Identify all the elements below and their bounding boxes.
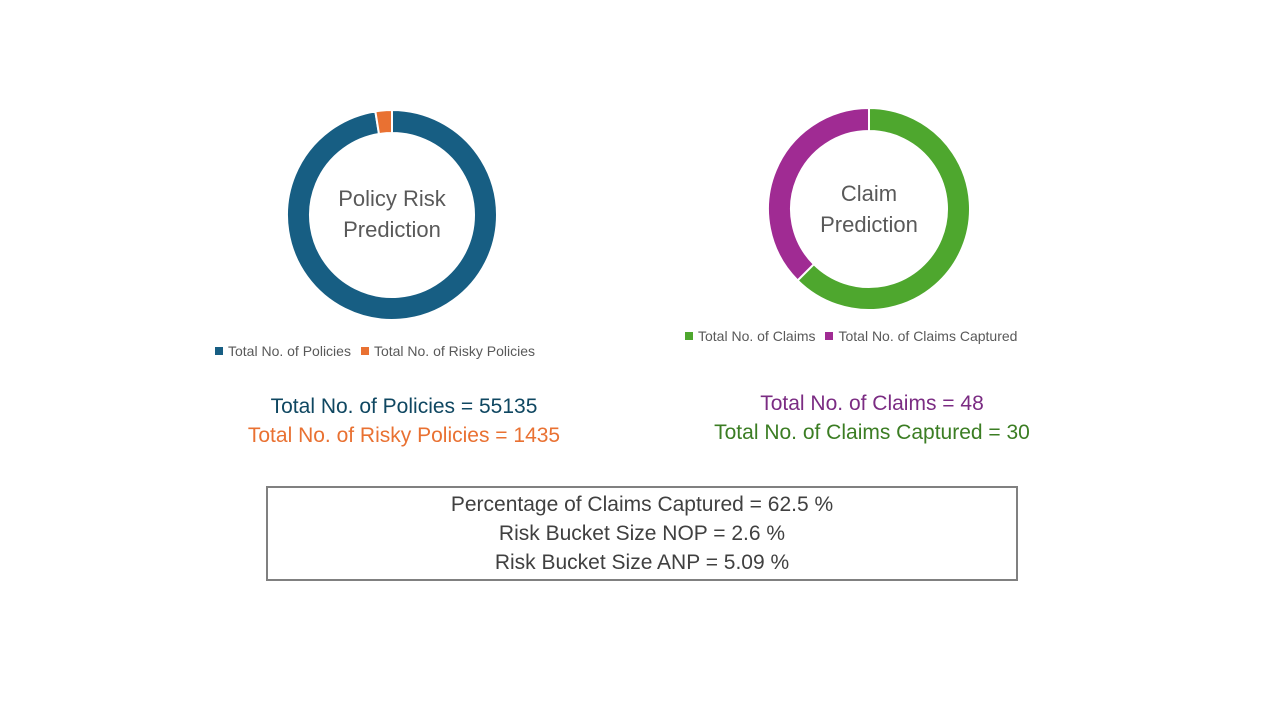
claim-prediction-legend: Total No. of Claims Total No. of Claims … (685, 328, 1017, 344)
total-policies-stat: Total No. of Policies = 55135 (270, 395, 538, 418)
legend-label-total-claims: Total No. of Claims (698, 328, 816, 344)
risky-policies-stat: Total No. of Risky Policies = 1435 (247, 424, 561, 447)
claim-prediction-slice-total-no-of-claims-captured (767, 107, 870, 282)
legend-item-risky-policies: Total No. of Risky Policies (360, 343, 536, 359)
claim-stats: Total No. of Claims = 48 Total No. of Cl… (672, 389, 1072, 447)
risk-bucket-size-anp: Risk Bucket Size ANP = 5.09 % (494, 551, 790, 574)
risk-bucket-size-nop: Risk Bucket Size NOP = 2.6 % (498, 522, 786, 545)
legend-label-total-policies: Total No. of Policies (228, 343, 351, 359)
policy-risk-donut-chart: Policy Risk Prediction (286, 109, 498, 321)
legend-label-risky-policies: Total No. of Risky Policies (373, 343, 536, 359)
claim-prediction-title-text: Claim Prediction (820, 181, 918, 237)
legend-swatch-total-claims (685, 332, 693, 340)
legend-item-total-claims: Total No. of Claims (685, 328, 815, 344)
policy-risk-donut-svg (286, 109, 498, 321)
total-claims-stat: Total No. of Claims = 48 (760, 392, 984, 415)
claims-captured-stat: Total No. of Claims Captured = 30 (714, 421, 1030, 444)
claim-prediction-chart-title: Claim Prediction (794, 178, 944, 240)
policy-stats: Total No. of Policies = 55135 Total No. … (214, 392, 594, 450)
legend-swatch-risky-policies (360, 347, 369, 355)
percentage-claims-captured: Percentage of Claims Captured = 62.5 % (450, 493, 834, 516)
summary-box: Percentage of Claims Captured = 62.5 % R… (266, 486, 1018, 581)
legend-swatch-claims-captured (825, 332, 834, 340)
claim-prediction-donut-chart: Claim Prediction (767, 107, 971, 311)
claim-prediction-donut-svg (767, 107, 971, 311)
policy-risk-slice-total-no-of-policies (286, 109, 498, 321)
legend-label-claims-captured: Total No. of Claims Captured (838, 328, 1018, 344)
policy-risk-legend: Total No. of Policies Total No. of Risky… (215, 343, 535, 359)
legend-swatch-total-policies (215, 347, 223, 355)
legend-item-total-policies: Total No. of Policies (215, 343, 351, 359)
policy-risk-title-text: Policy Risk Prediction (338, 186, 446, 242)
policy-risk-chart-title: Policy Risk Prediction (312, 183, 472, 245)
claim-prediction-slice-total-no-of-claims (796, 107, 971, 311)
legend-item-claims-captured: Total No. of Claims Captured (825, 328, 1017, 344)
policy-risk-slice-total-no-of-risky-policies (374, 109, 393, 136)
